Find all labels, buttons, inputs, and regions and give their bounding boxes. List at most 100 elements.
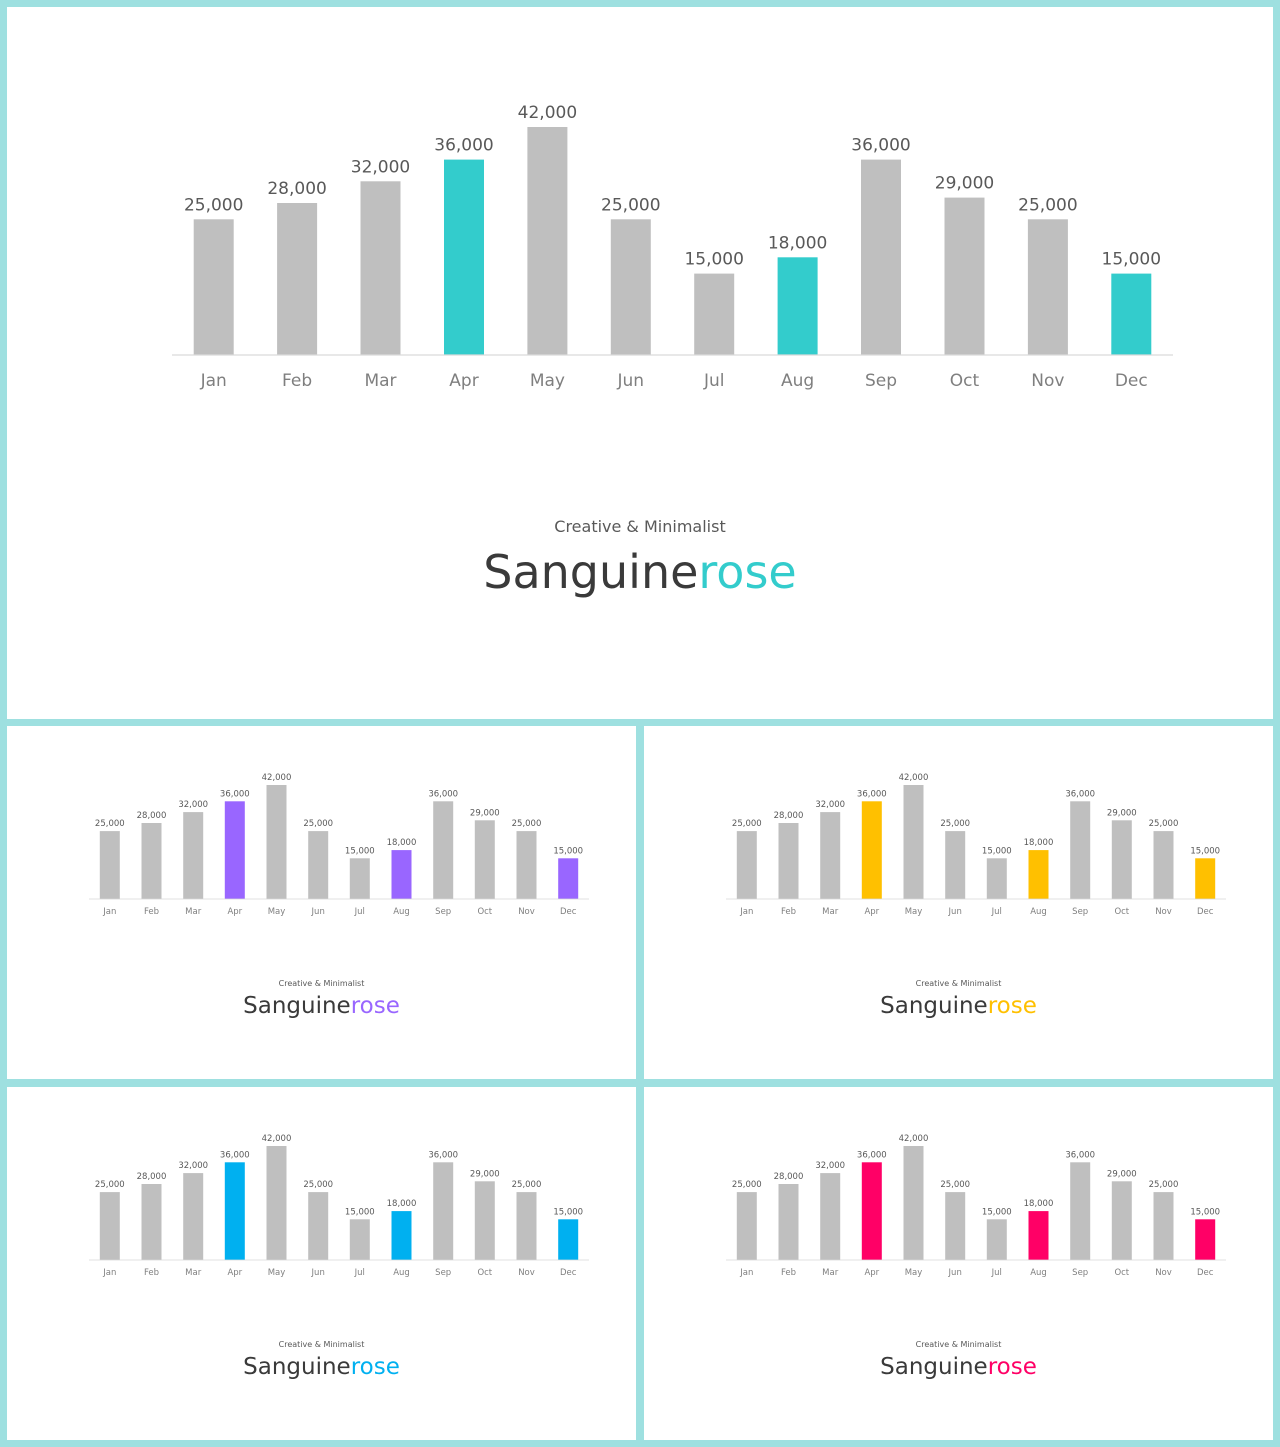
value-label-dec: 15,000: [553, 846, 583, 856]
bar-jul: [694, 273, 735, 355]
brand-title: Sanguinerose: [7, 545, 1273, 599]
caption: Creative & Minimalist: [915, 979, 1002, 988]
value-label-feb: 28,000: [267, 179, 326, 199]
x-tick-label-dec: Dec: [1197, 1268, 1214, 1278]
value-label-jun: 25,000: [303, 1180, 333, 1190]
value-label-oct: 29,000: [470, 808, 500, 818]
bar-jul: [349, 858, 370, 899]
x-tick-label-nov: Nov: [1155, 1268, 1172, 1278]
bar-sep: [433, 1162, 454, 1260]
value-label-jul: 15,000: [345, 846, 375, 856]
bar-dec: [1111, 273, 1152, 355]
x-tick-label-jun: Jun: [311, 907, 325, 917]
x-tick-label-nov: Nov: [1155, 907, 1172, 917]
brand-title: Sanguinerose: [7, 993, 636, 1019]
bar-feb: [778, 1184, 799, 1260]
x-tick-label-jan: Jan: [739, 1268, 753, 1278]
x-tick-label-aug: Aug: [1030, 907, 1047, 917]
x-tick-label-may: May: [905, 1268, 923, 1278]
value-label-feb: 28,000: [137, 1172, 167, 1182]
value-label-dec: 15,000: [1190, 1207, 1220, 1217]
x-tick-label-mar: Mar: [185, 1268, 202, 1278]
value-label-aug: 18,000: [387, 838, 417, 848]
x-tick-label-jan: Jan: [102, 1268, 116, 1278]
value-label-apr: 36,000: [857, 789, 887, 799]
value-label-mar: 32,000: [178, 1161, 208, 1171]
bar-sep: [1070, 801, 1091, 899]
value-label-nov: 25,000: [1149, 1180, 1179, 1190]
slide-blue: 25,000 Jan 28,000 Feb 32,000 Mar 36,000 Apr 42,0…: [7, 1087, 636, 1440]
x-tick-label-jun: Jun: [948, 907, 962, 917]
bar-sep: [433, 801, 454, 899]
bar-feb: [141, 1184, 162, 1260]
value-label-jan: 25,000: [184, 195, 243, 215]
slide-pink: 25,000 Jan 28,000 Feb 32,000 Mar 36,000 Apr 42,0…: [644, 1087, 1273, 1440]
value-label-sep: 36,000: [1065, 789, 1095, 799]
brand-title: Sanguinerose: [644, 993, 1273, 1019]
x-tick-label-mar: Mar: [185, 907, 202, 917]
x-tick-label-jun: Jun: [617, 371, 645, 391]
brand-title: Sanguinerose: [644, 1354, 1273, 1380]
brand-accent: rose: [987, 1354, 1037, 1380]
bar-sep: [861, 159, 901, 355]
x-tick-label-feb: Feb: [282, 371, 312, 391]
bar-oct: [944, 197, 985, 355]
value-label-jun: 25,000: [940, 1180, 970, 1190]
brand-accent: rose: [698, 545, 797, 599]
bar-jan: [193, 219, 234, 355]
x-tick-label-mar: Mar: [364, 371, 396, 391]
brand-title: Sanguinerose: [7, 1354, 636, 1380]
x-tick-label-oct: Oct: [1114, 907, 1129, 917]
x-tick-label-oct: Oct: [477, 1268, 492, 1278]
bar-nov: [1153, 1192, 1174, 1260]
x-tick-label-apr: Apr: [227, 1268, 242, 1278]
bar-chart: 25,000 Jan 28,000 Feb 32,000 Mar 36,000 Apr 42,0…: [89, 773, 589, 917]
brand-accent: rose: [987, 993, 1037, 1019]
bar-oct: [474, 1181, 495, 1260]
bar-jan: [99, 1192, 120, 1260]
bar-apr: [861, 1162, 882, 1260]
x-tick-label-apr: Apr: [227, 907, 242, 917]
bar-nov: [1153, 831, 1174, 899]
bar-oct: [474, 820, 495, 899]
value-label-feb: 28,000: [774, 1172, 804, 1182]
brand-main: Sanguine: [483, 545, 699, 599]
x-tick-label-sep: Sep: [1072, 907, 1088, 917]
bar-nov: [516, 831, 537, 899]
value-label-dec: 15,000: [1102, 250, 1161, 270]
value-label-jan: 25,000: [732, 819, 762, 829]
x-tick-label-feb: Feb: [781, 907, 796, 917]
value-label-jun: 25,000: [601, 195, 660, 215]
x-tick-label-sep: Sep: [865, 371, 897, 391]
value-label-sep: 36,000: [428, 789, 458, 799]
value-label-aug: 18,000: [1024, 1199, 1054, 1209]
x-tick-label-may: May: [268, 1268, 286, 1278]
bar-mar: [820, 812, 841, 899]
bar-nov: [516, 1192, 537, 1260]
value-label-mar: 32,000: [815, 800, 845, 810]
x-tick-label-jul: Jul: [991, 907, 1002, 917]
x-tick-label-jul: Jul: [354, 907, 365, 917]
value-label-mar: 32,000: [351, 157, 410, 177]
bar-jun: [610, 219, 651, 355]
bar-dec: [558, 858, 579, 899]
x-tick-label-nov: Nov: [518, 907, 535, 917]
bar-oct: [1111, 820, 1132, 899]
x-tick-label-sep: Sep: [1072, 1268, 1088, 1278]
x-tick-label-jul: Jul: [703, 371, 725, 391]
bar-aug: [1028, 1211, 1049, 1260]
value-label-jul: 15,000: [982, 846, 1012, 856]
bar-mar: [183, 812, 204, 899]
bar-jun: [308, 1192, 329, 1260]
x-tick-label-dec: Dec: [1115, 371, 1148, 391]
x-tick-label-aug: Aug: [1030, 1268, 1047, 1278]
bar-may: [266, 785, 287, 899]
x-tick-label-aug: Aug: [781, 371, 814, 391]
brand-main: Sanguine: [243, 1354, 351, 1380]
value-label-may: 42,000: [262, 773, 292, 783]
value-label-oct: 29,000: [1107, 808, 1137, 818]
value-label-oct: 29,000: [470, 1169, 500, 1179]
value-label-apr: 36,000: [857, 1150, 887, 1160]
bar-feb: [778, 823, 799, 899]
x-tick-label-jun: Jun: [948, 1268, 962, 1278]
